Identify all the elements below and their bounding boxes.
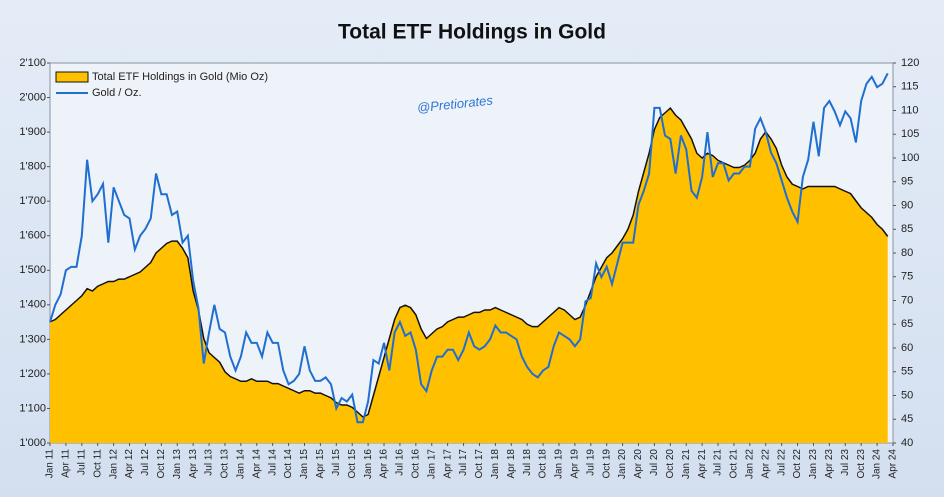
x-tick-label: Jan 24 — [872, 449, 883, 479]
y2-tick-label: 110 — [901, 104, 919, 116]
x-tick-label: Jul 20 — [649, 449, 660, 476]
x-tick-label: Jul 14 — [267, 449, 278, 476]
y2-tick-label: 120 — [901, 57, 919, 69]
x-tick-label: Jul 13 — [204, 449, 215, 476]
x-tick-label: Jul 19 — [585, 449, 596, 476]
x-tick-label: Apr 13 — [188, 449, 199, 479]
x-tick-label: Jul 22 — [776, 449, 787, 476]
x-tick-label: Apr 22 — [760, 449, 771, 479]
x-tick-label: Apr 18 — [506, 449, 517, 479]
y-tick-label: 1'200 — [19, 368, 46, 380]
y2-tick-label: 70 — [901, 294, 913, 306]
x-tick-label: Jul 21 — [713, 449, 724, 476]
x-tick-label: Apr 12 — [124, 449, 135, 479]
y-tick-label: 1'500 — [19, 264, 46, 276]
y-tick-label: 2'100 — [19, 57, 46, 69]
y2-tick-label: 40 — [901, 437, 913, 449]
y-tick-label: 2'000 — [19, 91, 46, 103]
y2-tick-label: 105 — [901, 128, 919, 140]
y2-tick-label: 115 — [901, 81, 919, 93]
x-tick-label: Apr 15 — [315, 449, 326, 479]
legend-swatch — [55, 71, 89, 83]
legend-label: Gold / Oz. — [92, 87, 142, 99]
x-tick-label: Jan 12 — [108, 449, 119, 479]
x-tick-label: Jan 15 — [299, 449, 310, 479]
x-tick-label: Jul 15 — [331, 449, 342, 476]
y-tick-label: 1'400 — [19, 299, 46, 311]
y-tick-label: 1'700 — [19, 195, 46, 207]
x-tick-label: Apr 14 — [251, 449, 262, 479]
x-tick-label: Apr 23 — [824, 449, 835, 479]
x-tick-label: Jul 12 — [140, 449, 151, 476]
x-tick-label: Jan 13 — [172, 449, 183, 479]
y2-tick-label: 45 — [901, 413, 913, 425]
y2-tick-label: 80 — [901, 247, 913, 259]
x-tick-label: Jan 23 — [808, 449, 819, 479]
x-tick-label: Apr 11 — [61, 449, 72, 478]
y2-tick-label: 95 — [901, 176, 913, 188]
x-tick-label: Apr 17 — [442, 449, 453, 479]
x-tick-label: Jan 21 — [681, 449, 692, 479]
x-tick-label: Jan 11 — [45, 449, 56, 479]
y2-tick-label: 100 — [901, 152, 919, 164]
y2-tick-label: 50 — [901, 389, 913, 401]
area-outline — [49, 107, 889, 418]
y2-tick-label: 75 — [901, 271, 913, 283]
y-tick-label: 1'600 — [19, 230, 46, 242]
x-tick-label: Jan 19 — [554, 449, 565, 479]
x-tick-label: Oct 22 — [792, 449, 803, 479]
y2-tick-label: 65 — [901, 318, 913, 330]
x-tick-label: Jan 20 — [617, 449, 628, 479]
y2-tick-label: 55 — [901, 366, 913, 378]
chart-title: Total ETF Holdings in Gold — [338, 21, 606, 44]
y-tick-label: 1'000 — [19, 437, 46, 449]
y-tick-label: 1'900 — [19, 126, 46, 138]
y-tick-label: 1'800 — [19, 161, 46, 173]
x-tick-label: Jan 22 — [744, 449, 755, 479]
x-tick-label: Oct 18 — [538, 449, 549, 479]
x-tick-label: Jul 11 — [76, 449, 87, 475]
x-tick-label: Oct 12 — [156, 449, 167, 479]
y2-tick-label: 90 — [901, 199, 913, 211]
x-tick-label: Apr 21 — [697, 449, 708, 479]
y-tick-label: 1'100 — [19, 402, 46, 414]
x-tick-label: Oct 23 — [856, 449, 867, 479]
y-tick-label: 1'300 — [19, 333, 46, 345]
x-tick-label: Jul 16 — [395, 449, 406, 476]
x-tick-label: Jul 17 — [458, 449, 469, 476]
x-tick-label: Jul 23 — [840, 449, 851, 476]
line — [49, 72, 889, 424]
x-tick-label: Oct 19 — [601, 449, 612, 479]
x-tick-label: Jul 18 — [522, 449, 533, 476]
x-tick-label: Oct 15 — [347, 449, 358, 479]
x-tick-label: Oct 13 — [220, 449, 231, 479]
area — [50, 108, 888, 443]
x-tick-label: Oct 21 — [729, 449, 740, 479]
x-tick-label: Jan 17 — [426, 449, 437, 479]
x-tick-label: Jan 18 — [490, 449, 501, 479]
x-tick-label: Jan 14 — [236, 449, 247, 479]
x-tick-label: Apr 20 — [633, 449, 644, 479]
x-tick-label: Oct 11 — [92, 449, 103, 478]
y2-tick-label: 60 — [901, 342, 913, 354]
x-tick-label: Apr 16 — [379, 449, 390, 479]
legend-label: Total ETF Holdings in Gold (Mio Oz) — [92, 71, 268, 83]
x-tick-label: Jan 16 — [363, 449, 374, 479]
x-tick-label: Oct 17 — [474, 449, 485, 479]
x-tick-label: Oct 20 — [665, 449, 676, 479]
x-tick-label: Oct 16 — [410, 449, 421, 479]
x-tick-label: Apr 19 — [570, 449, 581, 479]
x-tick-label: Oct 14 — [283, 449, 294, 479]
y2-tick-label: 85 — [901, 223, 913, 235]
x-tick-label: Apr 24 — [888, 449, 899, 479]
